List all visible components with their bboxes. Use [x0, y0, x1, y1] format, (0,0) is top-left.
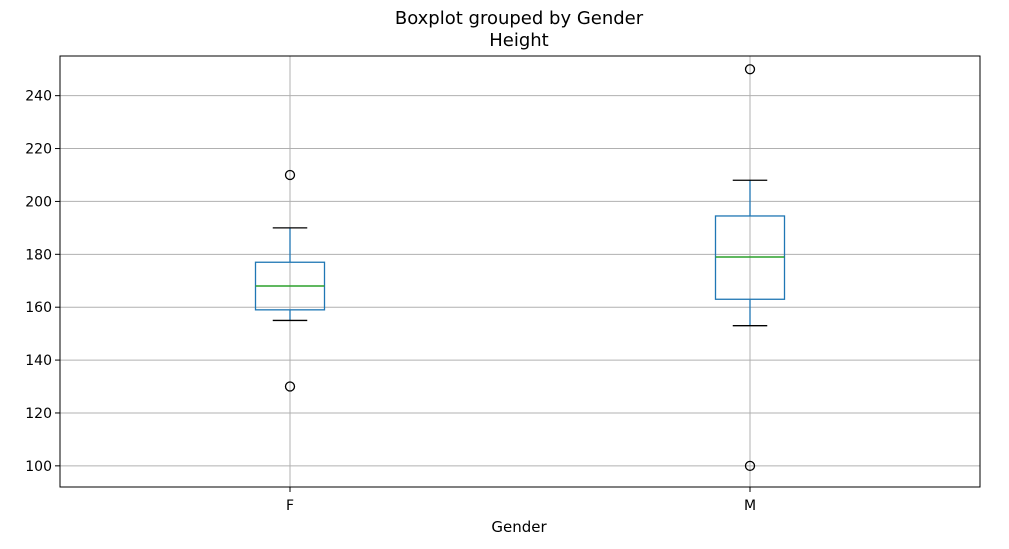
x-tick-label: M — [744, 498, 756, 514]
y-tick-label: 200 — [25, 194, 52, 210]
y-tick-label: 120 — [25, 406, 52, 422]
outlier-point — [284, 381, 296, 392]
y-tick-label: 180 — [25, 247, 52, 263]
y-tick-label: 240 — [25, 89, 52, 105]
y-tick-label: 160 — [25, 300, 52, 316]
outlier-point — [284, 169, 296, 181]
chart-title: Height — [489, 30, 549, 51]
boxes — [254, 64, 786, 471]
y-tick-label: 140 — [25, 353, 52, 369]
outlier-point — [744, 460, 756, 471]
y-tick-label: 100 — [25, 459, 52, 475]
y-tick-label: 220 — [25, 142, 52, 158]
outlier-point — [744, 64, 756, 75]
x-axis-label: Gender — [491, 518, 547, 536]
y-ticks: 100 120 140 160 180 200 220 240 — [25, 89, 60, 475]
box-group-M — [714, 64, 786, 471]
grid-lines — [60, 56, 980, 487]
box-group-F — [254, 169, 326, 392]
chart-suptitle: Boxplot grouped by Gender — [395, 8, 644, 29]
plot-frame — [59, 55, 981, 488]
x-tick-label: F — [286, 498, 294, 514]
